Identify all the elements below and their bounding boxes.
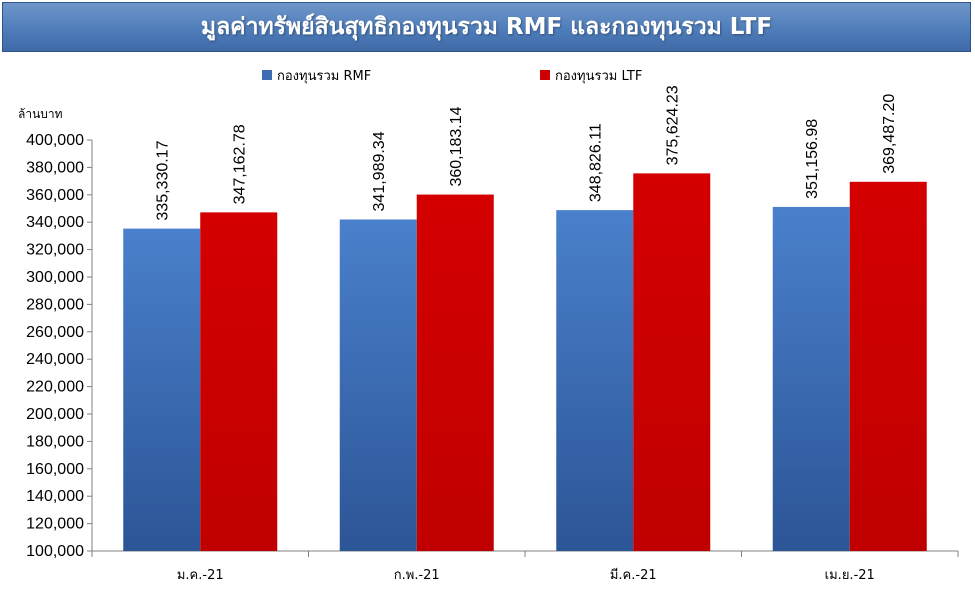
data-label-rmf: 335,330.17 xyxy=(155,140,172,220)
bar-ltf xyxy=(849,181,927,551)
y-tick-label: 240,000 xyxy=(26,351,84,368)
bar-rmf xyxy=(123,228,201,552)
data-label-ltf: 369,487.20 xyxy=(881,94,898,174)
bar-ltf xyxy=(200,212,278,551)
bar-rmf xyxy=(772,206,850,552)
data-label-ltf: 360,183.14 xyxy=(448,106,465,186)
x-tick-label: ม.ค.-21 xyxy=(177,568,224,583)
data-label-rmf: 348,826.11 xyxy=(588,123,605,202)
y-axis: 100,000 120,000 140,000 160,000 180,000 200,0… xyxy=(26,132,93,560)
y-tick-label: 340,000 xyxy=(26,214,84,231)
y-axis-unit-label: ล้านบาท xyxy=(18,107,63,121)
y-tick-label: 380,000 xyxy=(26,159,84,176)
bar-rmf xyxy=(556,210,634,552)
x-tick-label: เม.ย.-21 xyxy=(825,568,875,583)
data-label-ltf: 347,162.78 xyxy=(232,124,249,204)
bar-ltf xyxy=(633,173,711,551)
data-label-rmf: 351,156.98 xyxy=(804,119,821,199)
chart-title: มูลค่าทรัพย์สินสุทธิกองทุนรวม RMF และกอง… xyxy=(200,14,773,40)
y-tick-label: 400,000 xyxy=(26,132,84,149)
data-labels: 335,330.17 341,989.34 348,826.11 351,156.98… xyxy=(155,85,899,220)
legend: กองทุนรวม RMF กองทุนรวม LTF xyxy=(262,69,642,84)
y-tick-label: 280,000 xyxy=(26,296,84,313)
y-tick-label: 100,000 xyxy=(26,543,84,560)
data-label-rmf: 341,989.34 xyxy=(371,131,388,211)
x-tick-label: มี.ค.-21 xyxy=(610,567,657,583)
y-tick-label: 200,000 xyxy=(26,406,84,423)
y-tick-label: 220,000 xyxy=(26,379,84,396)
data-label-ltf: 375,624.23 xyxy=(665,85,682,165)
legend-label-ltf: กองทุนรวม LTF xyxy=(555,69,642,84)
y-tick-label: 140,000 xyxy=(26,488,84,505)
y-tick-label: 360,000 xyxy=(26,187,84,204)
x-axis: ม.ค.-21 ก.พ.-21 มี.ค.-21 เม.ย.-21 xyxy=(91,550,959,583)
chart-title-bar: มูลค่าทรัพย์สินสุทธิกองทุนรวม RMF และกอง… xyxy=(2,2,971,52)
bar-rmf xyxy=(339,219,417,551)
y-tick-label: 180,000 xyxy=(26,433,84,450)
bars xyxy=(123,173,927,552)
x-tick-label: ก.พ.-21 xyxy=(394,568,440,583)
y-tick-label: 300,000 xyxy=(26,269,84,286)
legend-swatch-ltf xyxy=(540,70,550,80)
bar-ltf xyxy=(416,194,494,551)
y-tick-label: 260,000 xyxy=(26,324,84,341)
legend-label-rmf: กองทุนรวม RMF xyxy=(277,69,371,84)
y-tick-label: 120,000 xyxy=(26,516,84,533)
y-tick-label: 320,000 xyxy=(26,242,84,259)
legend-swatch-rmf xyxy=(262,70,272,80)
y-tick-label: 160,000 xyxy=(26,461,84,478)
